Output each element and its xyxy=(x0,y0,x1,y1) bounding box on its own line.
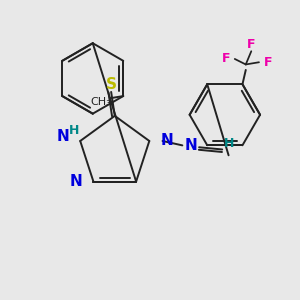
Text: N: N xyxy=(70,174,83,189)
Text: H: H xyxy=(224,137,234,150)
Text: N: N xyxy=(160,134,173,148)
Text: CH₃: CH₃ xyxy=(91,97,112,106)
Text: F: F xyxy=(263,56,272,69)
Text: S: S xyxy=(106,77,117,92)
Text: F: F xyxy=(247,38,256,51)
Text: F: F xyxy=(222,52,230,65)
Text: N: N xyxy=(56,129,69,144)
Text: N: N xyxy=(185,138,197,153)
Text: H: H xyxy=(69,124,80,136)
